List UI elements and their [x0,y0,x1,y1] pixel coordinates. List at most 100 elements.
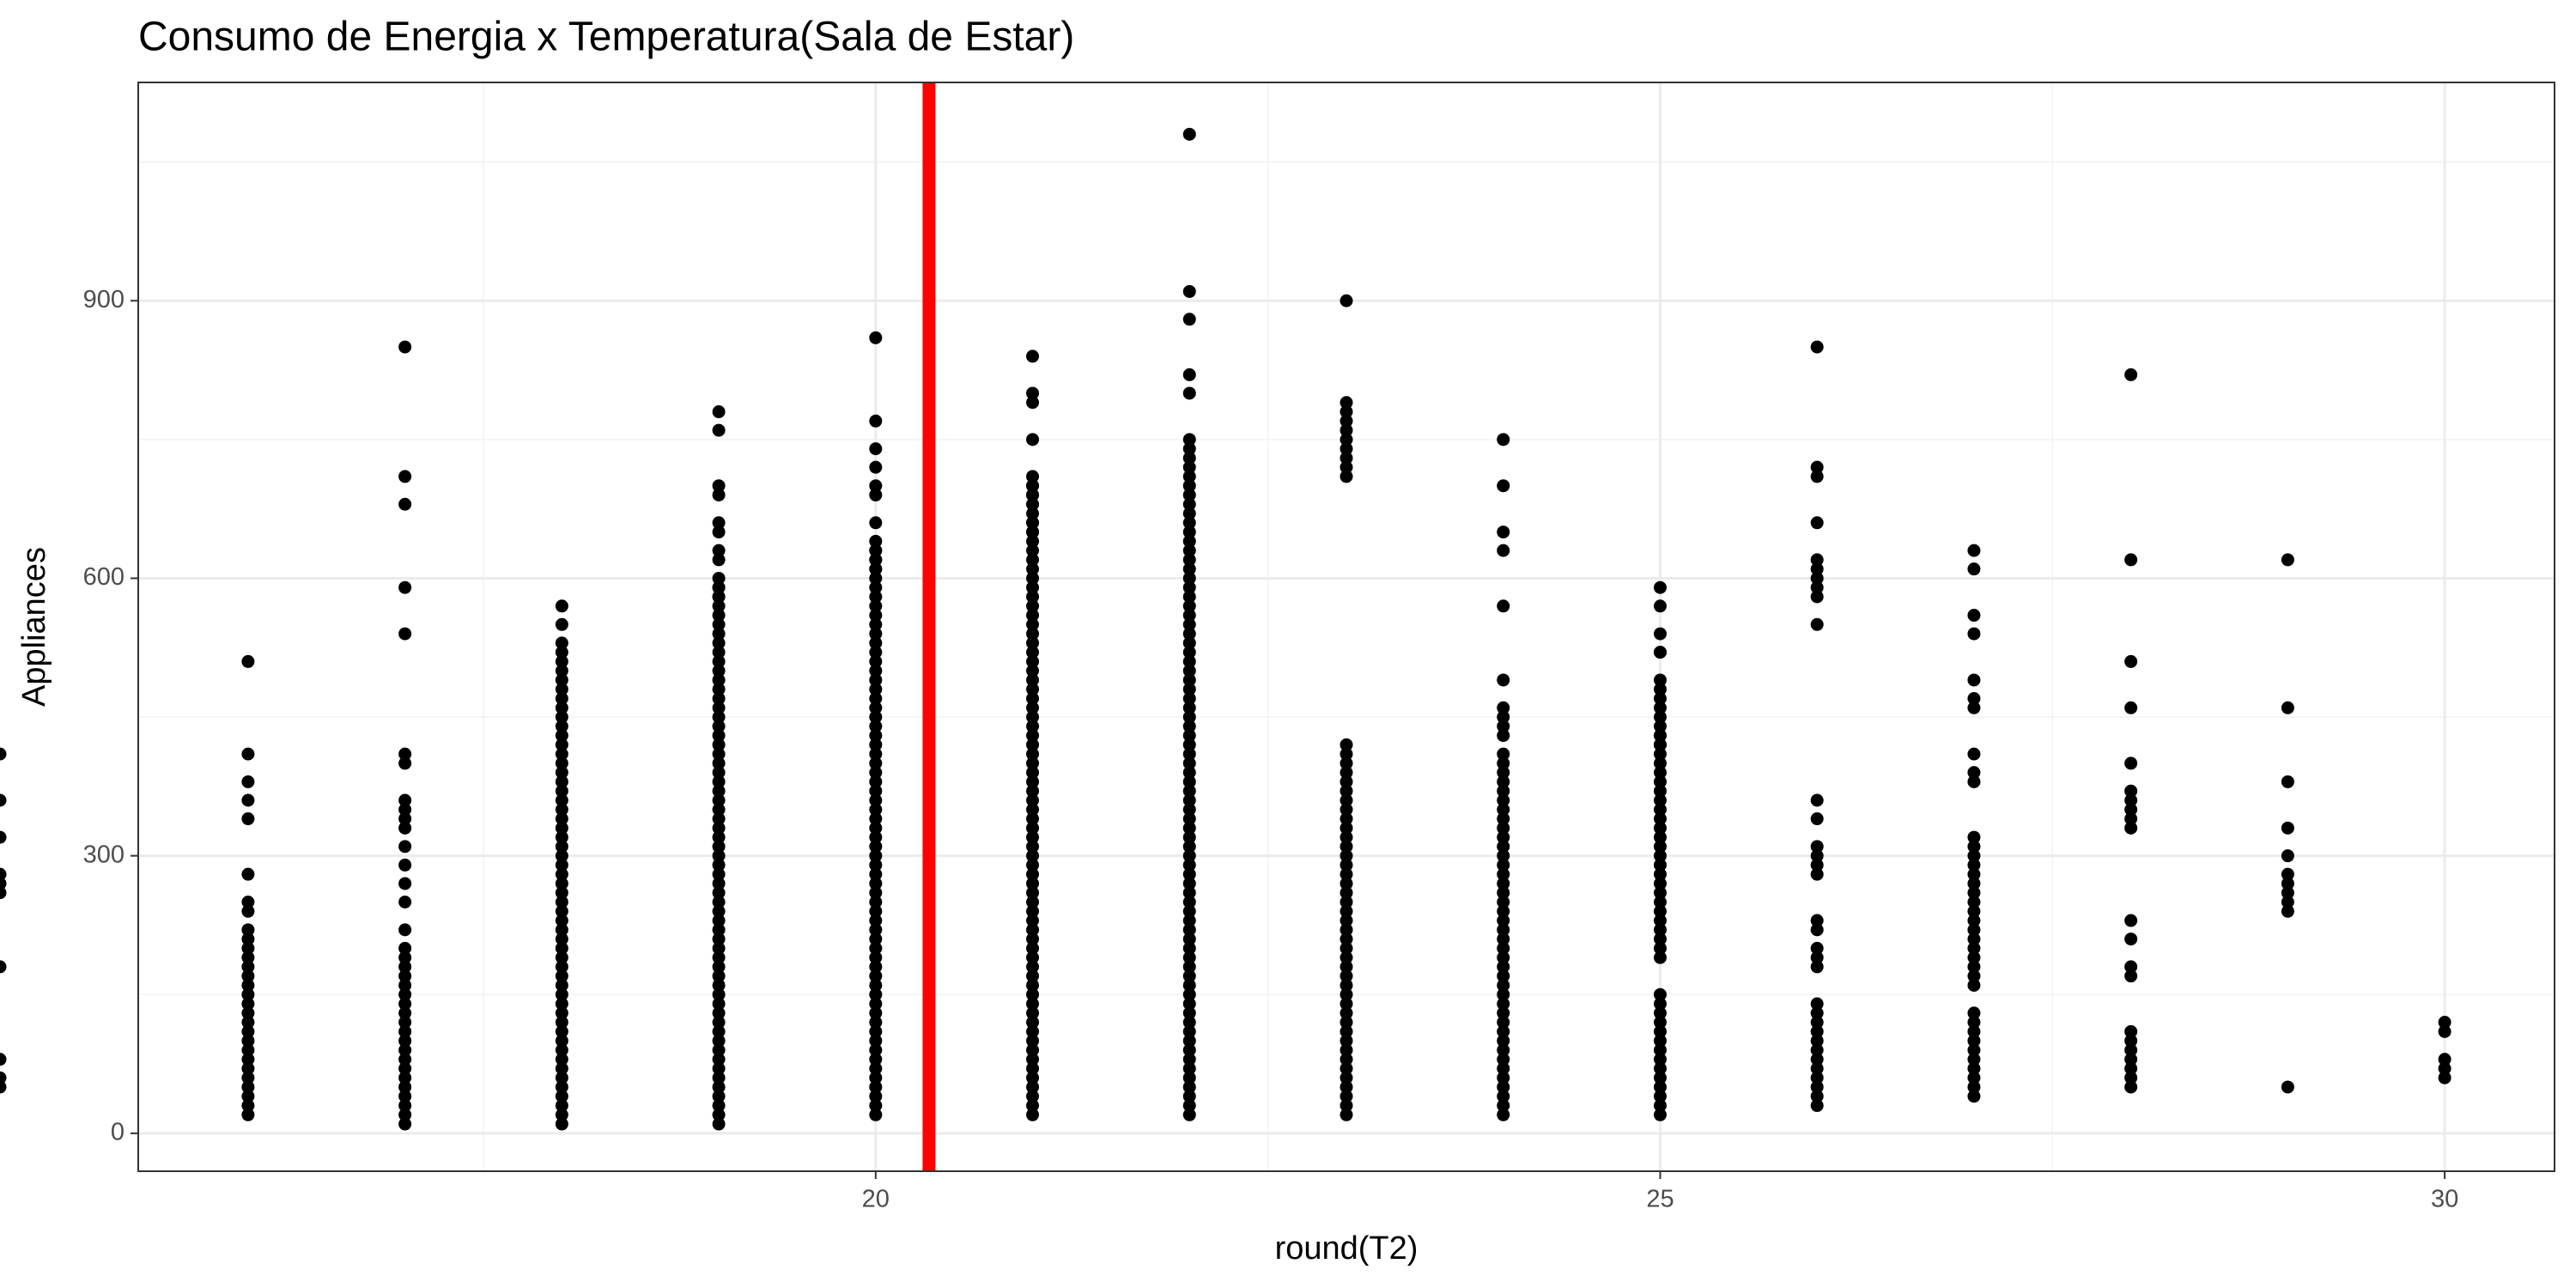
point [1653,691,1667,705]
point [1182,497,1196,511]
point [712,1053,726,1066]
point [555,673,568,687]
point [1340,460,1353,474]
point [1026,793,1040,807]
point [1497,775,1510,788]
point [2281,701,2294,714]
point [398,1006,412,1020]
point [2124,1053,2138,1066]
point [1182,821,1196,835]
point [1026,526,1040,539]
point [1497,1006,1510,1020]
point [398,497,412,511]
point [1653,646,1667,659]
point [869,691,883,705]
point [1182,562,1196,576]
point [712,886,726,900]
point [1340,896,1353,909]
point [1026,720,1040,733]
point [712,904,726,918]
point [1967,951,1981,964]
point [1340,1108,1353,1121]
point [869,562,883,576]
point [1497,1108,1510,1121]
point [1340,1099,1353,1113]
point [1340,470,1353,483]
point [555,978,568,992]
point [712,691,726,705]
point [555,914,568,927]
point [1497,673,1510,687]
point [712,1061,726,1075]
point [712,738,726,751]
point [1182,386,1196,400]
point [1340,951,1353,964]
point [869,766,883,780]
x-tick-label: 25 [1646,1186,1674,1213]
point [1810,571,1824,585]
point [1182,969,1196,983]
point [1810,590,1824,604]
point [712,1006,726,1020]
point [1967,673,1981,687]
point [241,747,255,761]
point [1340,830,1353,844]
point [1810,470,1824,483]
point [869,580,883,594]
point [1810,858,1824,872]
point [1497,544,1510,557]
point [398,1117,412,1131]
point [712,609,726,623]
point [2281,877,2294,890]
point [1653,867,1667,881]
point [1653,1006,1667,1020]
point [712,636,726,650]
point [1497,1024,1510,1038]
point [1340,423,1353,437]
point [2124,368,2138,381]
point [869,331,883,344]
point [1810,1034,1824,1048]
point [1026,497,1040,511]
point [869,775,883,788]
point [869,1099,883,1113]
point [2124,969,2138,983]
point [869,516,883,530]
point [869,636,883,650]
point [2124,553,2138,567]
point [1026,534,1040,548]
point [1340,858,1353,872]
point [241,1071,255,1084]
point [1026,738,1040,751]
point [2281,904,2294,918]
point [1182,775,1196,788]
point [1182,479,1196,493]
point [1182,507,1196,520]
point [555,766,568,780]
point [712,720,726,733]
point [1497,747,1510,761]
point [555,886,568,900]
point [555,636,568,650]
point [869,923,883,937]
point [869,914,883,927]
point [398,803,412,817]
point [1026,941,1040,955]
point [1182,701,1196,714]
point [398,858,412,872]
point [712,617,726,631]
point [1182,1108,1196,1121]
point [1026,904,1040,918]
point [1026,636,1040,650]
point [1340,442,1353,456]
point [1340,294,1353,307]
point [869,987,883,1001]
point [1026,488,1040,501]
point [1026,747,1040,761]
point [555,933,568,946]
y-tick-label: 600 [83,563,125,591]
point [555,1053,568,1066]
point [1497,433,1510,447]
point [1182,747,1196,761]
